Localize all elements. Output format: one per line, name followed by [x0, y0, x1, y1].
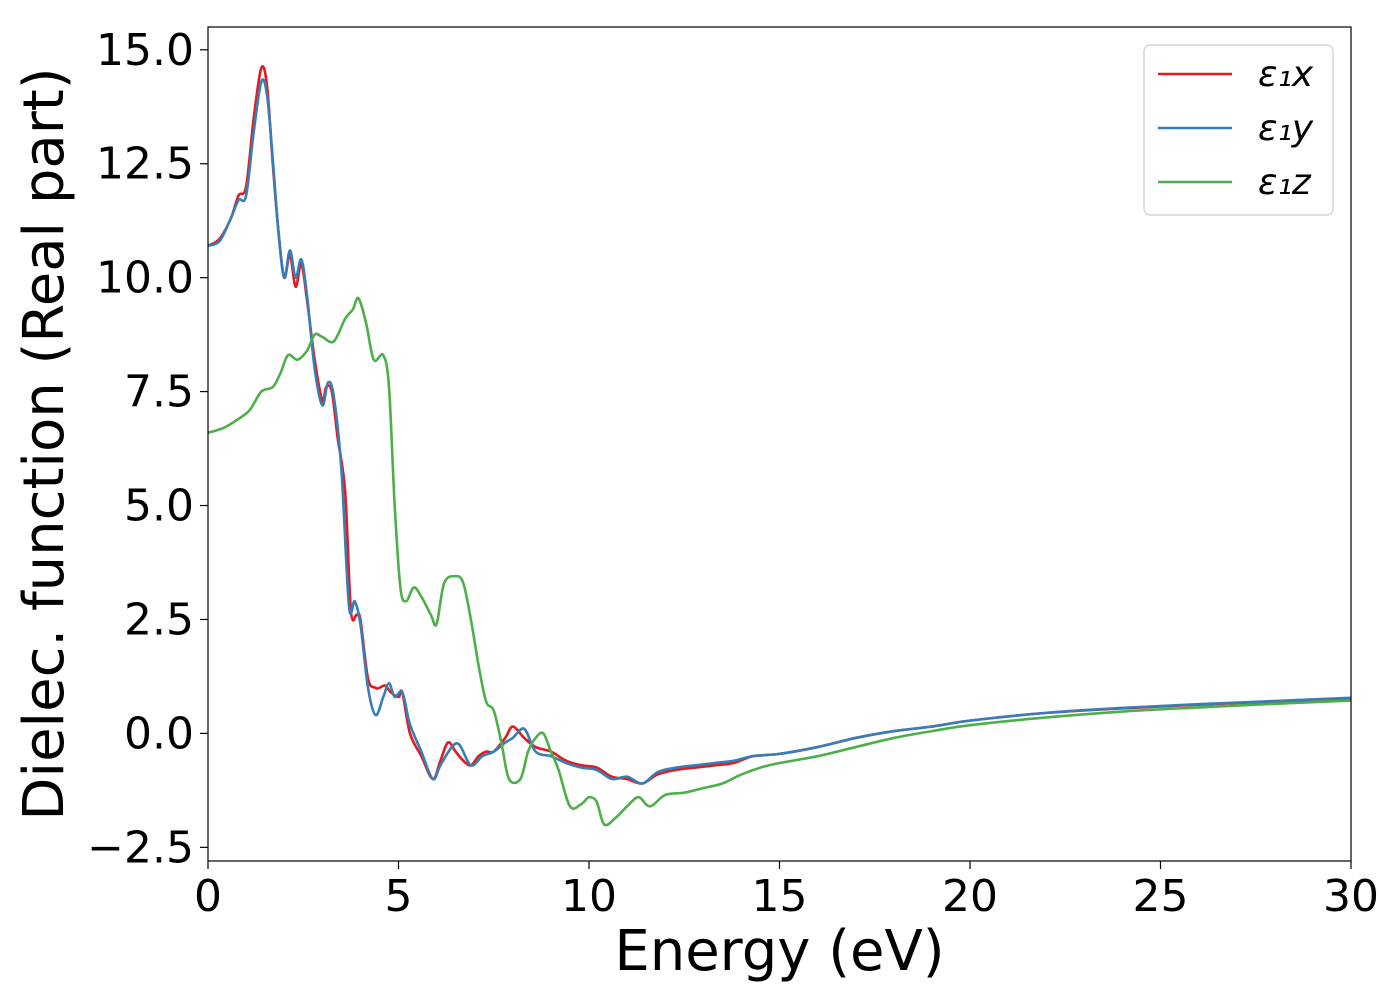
y-tick-label: 0.0	[124, 708, 194, 759]
series-layer	[208, 65, 1351, 827]
legend: ε₁x ε₁y ε₁z	[1143, 44, 1334, 216]
x-tick-label: 0	[194, 871, 222, 922]
y-tick-label: 7.5	[124, 367, 194, 418]
x-tick-label: 20	[942, 871, 998, 922]
x-tick-label: 30	[1323, 871, 1379, 922]
y-tick-label: 15.0	[96, 25, 194, 76]
series-line-2	[208, 78, 1351, 785]
x-axis-title: Energy (eV)	[614, 919, 944, 984]
x-tick-label: 15	[752, 871, 808, 922]
y-tick-label: 12.5	[96, 139, 194, 190]
y-tick-label: −2.5	[87, 822, 194, 873]
x-tick-label: 10	[561, 871, 617, 922]
legend-label-2: ε₁y	[1258, 108, 1314, 149]
legend-label-3: ε₁z	[1258, 162, 1312, 203]
ticks-layer: 0 5 10 15 20 25 30 −2.5 0.0 2.5 5.0 7.5 10.0 12.5 15.0	[87, 25, 1379, 922]
series-line-3	[208, 296, 1351, 827]
y-axis-title: Dielec. function (Real part)	[12, 67, 77, 820]
legend-label-1: ε₁x	[1258, 54, 1314, 95]
x-tick-label: 25	[1133, 871, 1189, 922]
y-tick-label: 5.0	[124, 481, 194, 532]
legend-box	[1143, 44, 1334, 216]
x-tick-label: 5	[385, 871, 413, 922]
y-tick-label: 2.5	[124, 594, 194, 645]
y-tick-label: 10.0	[96, 253, 194, 304]
